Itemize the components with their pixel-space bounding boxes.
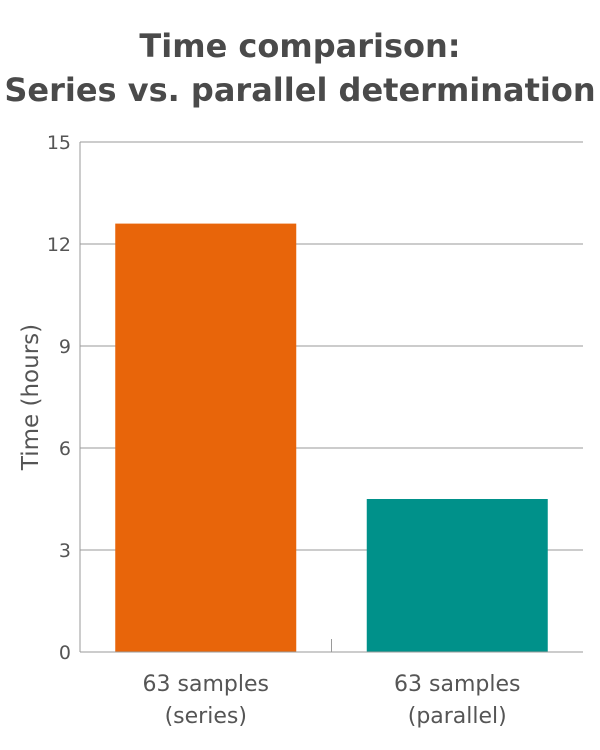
- axes: [79, 142, 583, 653]
- x-category-label-0-line-1: (series): [165, 704, 247, 729]
- chart-title: Time comparison: Series vs. parallel det…: [0, 24, 600, 112]
- y-tick-label-9: 9: [59, 336, 71, 358]
- bar-1: [366, 499, 548, 652]
- y-tick-label-12: 12: [47, 234, 71, 256]
- chart-title-line-1: Time comparison:: [139, 27, 461, 65]
- x-category-label-1-line-0: 63 samples: [394, 672, 520, 697]
- y-tick-label-6: 6: [59, 438, 71, 460]
- y-tick-labels: 0 3 6 9 12 15: [47, 132, 71, 664]
- y-tick-label-3: 3: [59, 540, 71, 562]
- y-tick-label-0: 0: [59, 642, 71, 664]
- bars: [115, 223, 548, 652]
- x-category-label-0-line-0: 63 samples: [143, 672, 269, 697]
- y-tick-label-15: 15: [47, 132, 71, 154]
- x-category-label-1-line-1: (parallel): [408, 704, 507, 729]
- chart-title-line-2: Series vs. parallel determination: [4, 71, 596, 109]
- y-axis-label: Time (hours): [18, 324, 44, 471]
- bar-0: [115, 223, 297, 652]
- x-category-labels: 63 samples (series) 63 samples (parallel): [143, 672, 521, 729]
